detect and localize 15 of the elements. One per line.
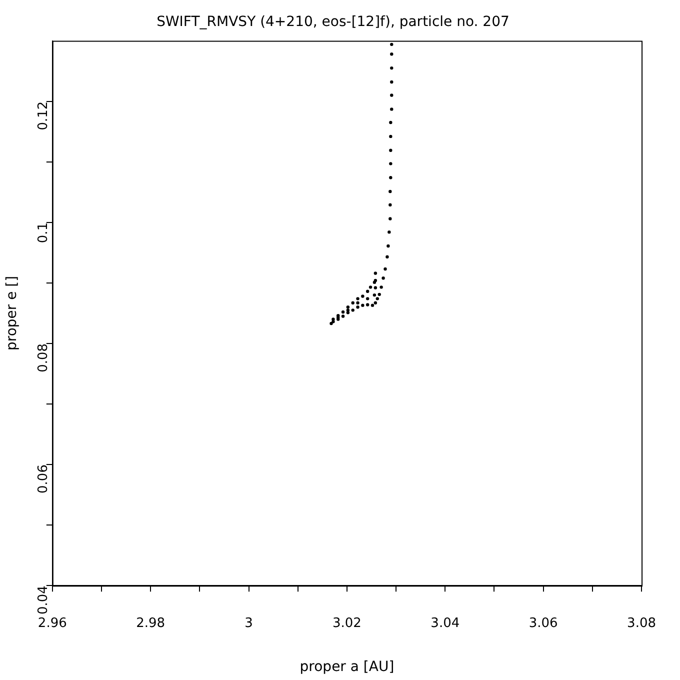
x-tick-label: 3.06	[528, 616, 558, 631]
y-tick-label: 0.06	[36, 464, 51, 494]
x-axis-title: proper a [AU]	[300, 659, 394, 676]
y-tick-label: 0.1	[36, 222, 51, 244]
x-tick-label: 2.96	[38, 616, 67, 631]
x-tick-label: 3.04	[430, 616, 460, 631]
x-tick-label: 3.02	[332, 616, 362, 631]
y-tick-label: 0.12	[36, 101, 51, 130]
x-tick-label: 2.98	[136, 616, 166, 631]
y-axis-title: proper e []	[4, 276, 20, 350]
y-tick-label: 0.08	[36, 343, 51, 372]
y-tick-label: 0.04	[36, 586, 51, 615]
chart-title: SWIFT_RMVSY (4+210, eos-[12]f), particle no. 207	[156, 14, 510, 30]
x-tick-label: 3	[244, 616, 253, 631]
x-tick-label: 3.08	[627, 616, 656, 631]
